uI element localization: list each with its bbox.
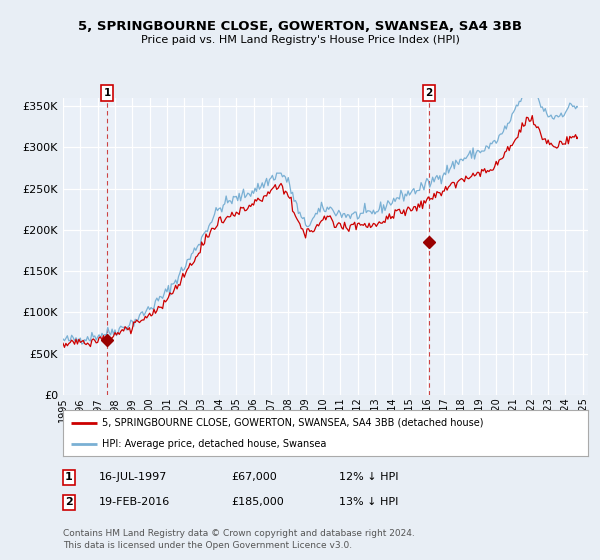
Text: Price paid vs. HM Land Registry's House Price Index (HPI): Price paid vs. HM Land Registry's House … — [140, 35, 460, 45]
Text: 5, SPRINGBOURNE CLOSE, GOWERTON, SWANSEA, SA4 3BB: 5, SPRINGBOURNE CLOSE, GOWERTON, SWANSEA… — [78, 20, 522, 32]
Text: 16-JUL-1997: 16-JUL-1997 — [99, 472, 167, 482]
Text: Contains HM Land Registry data © Crown copyright and database right 2024.
This d: Contains HM Land Registry data © Crown c… — [63, 529, 415, 550]
Text: 1: 1 — [65, 472, 73, 482]
Text: 2: 2 — [65, 497, 73, 507]
Text: £67,000: £67,000 — [231, 472, 277, 482]
Text: 13% ↓ HPI: 13% ↓ HPI — [339, 497, 398, 507]
Text: 19-FEB-2016: 19-FEB-2016 — [99, 497, 170, 507]
Text: HPI: Average price, detached house, Swansea: HPI: Average price, detached house, Swan… — [103, 439, 327, 449]
Text: 5, SPRINGBOURNE CLOSE, GOWERTON, SWANSEA, SA4 3BB (detached house): 5, SPRINGBOURNE CLOSE, GOWERTON, SWANSEA… — [103, 418, 484, 428]
Text: 1: 1 — [103, 88, 110, 98]
Text: 12% ↓ HPI: 12% ↓ HPI — [339, 472, 398, 482]
Text: £185,000: £185,000 — [231, 497, 284, 507]
Text: 2: 2 — [425, 88, 433, 98]
